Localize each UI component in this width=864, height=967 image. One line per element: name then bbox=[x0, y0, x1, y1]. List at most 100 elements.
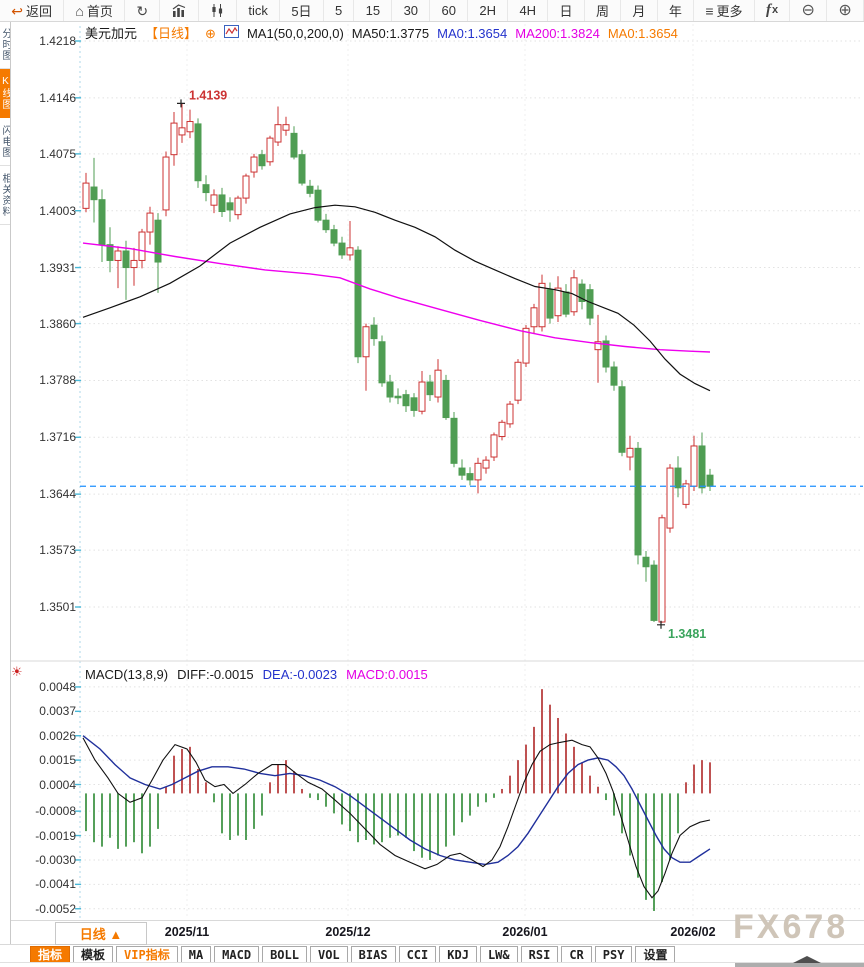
macd-axis-label: 0.0048 bbox=[39, 679, 76, 694]
left-sidebar: 分时图 K线图 闪电图 相关资料 bbox=[0, 21, 11, 944]
tab-ma[interactable]: MA bbox=[180, 946, 212, 963]
top-toolbar: ↩ 返回 ⌂ 首页 ↻ tick 5日 5 15 30 60 2H 4H 日周月年 ≡ 更多 f x ⊖ ⊕ bbox=[0, 0, 864, 22]
price-axis-label: 1.3501 bbox=[39, 599, 76, 614]
refresh-button[interactable]: ↻ bbox=[125, 0, 161, 21]
ma-settings: MA1(50,0,200,0) bbox=[246, 25, 344, 41]
macd-axis-label: -0.0052 bbox=[35, 901, 76, 916]
tab-template[interactable]: 模板 bbox=[73, 946, 114, 963]
watermark: FX678 bbox=[733, 908, 849, 946]
period-15-button[interactable]: 15 bbox=[354, 0, 393, 21]
macd-axis-label: -0.0008 bbox=[35, 804, 76, 819]
time-axis-label: 2025/11 bbox=[164, 925, 210, 939]
price-axis-label: 1.4218 bbox=[39, 34, 76, 48]
period-day-button[interactable]: 日 bbox=[548, 0, 585, 21]
tab-vol[interactable]: VOL bbox=[309, 946, 348, 963]
period-5d-button[interactable]: 5日 bbox=[280, 0, 324, 21]
time-axis-label: 2026/02 bbox=[670, 925, 716, 939]
period-2h-button-label: 2H bbox=[479, 3, 496, 18]
tick-period-button[interactable]: tick bbox=[237, 0, 281, 21]
price-axis-label: 1.3716 bbox=[39, 430, 76, 445]
time-axis-label: 2025/12 bbox=[325, 925, 371, 939]
period-2h-button[interactable]: 2H bbox=[468, 0, 509, 21]
indicator-tab-bar: 指标 模板 VIP指标 MA MACD BOLL VOL BIAS CCI KDJ LW& RSI CR… bbox=[0, 946, 864, 963]
price-axis-label: 1.3573 bbox=[39, 543, 76, 558]
price-axis-label: 1.4075 bbox=[39, 146, 76, 161]
ma200-value: MA200:1.3824 bbox=[515, 25, 600, 41]
macd-axis-label: -0.0030 bbox=[35, 852, 76, 867]
tab-macd[interactable]: MACD bbox=[214, 946, 260, 963]
chart-thumb-icon[interactable] bbox=[223, 25, 239, 41]
tab-psy[interactable]: PSY bbox=[594, 946, 633, 963]
macd-value: MACD:0.0015 bbox=[346, 667, 428, 682]
macd-axis-label: 0.0015 bbox=[39, 753, 76, 768]
zoom-out-button[interactable]: ⊖ bbox=[790, 0, 828, 21]
period-60-button[interactable]: 60 bbox=[430, 0, 469, 21]
scroll-up-triangle-icon[interactable] bbox=[793, 956, 821, 963]
diff-value: DIFF:-0.0015 bbox=[177, 667, 254, 682]
scrollbar-thumb[interactable] bbox=[735, 963, 864, 967]
price-axis-label: 1.3931 bbox=[39, 260, 76, 275]
period-4h-button[interactable]: 4H bbox=[508, 0, 549, 21]
tab-rsi[interactable]: RSI bbox=[520, 946, 559, 963]
period-month-button-label: 月 bbox=[632, 4, 646, 19]
period-5-button[interactable]: 5 bbox=[324, 0, 355, 21]
period-5d-button-label: 5日 bbox=[291, 4, 312, 19]
candlestick-icon bbox=[210, 4, 225, 17]
more-button-label: 更多 bbox=[716, 4, 743, 19]
bar-chart-icon bbox=[172, 4, 187, 17]
macd-axis-label: 0.0004 bbox=[39, 777, 76, 792]
macd-params: MACD(13,8,9) bbox=[85, 667, 169, 682]
line-chart-button[interactable] bbox=[160, 0, 199, 21]
period-year-button[interactable]: 年 bbox=[658, 0, 695, 21]
ma0-orange-value: MA0:1.3654 bbox=[607, 25, 678, 41]
period-30-button[interactable]: 30 bbox=[392, 0, 431, 21]
indicator-settings-icon[interactable]: ☀ bbox=[11, 664, 23, 679]
period-month-button[interactable]: 月 bbox=[621, 0, 658, 21]
period-label: 【日线】 bbox=[145, 25, 198, 41]
candlestick-button[interactable] bbox=[199, 0, 238, 21]
tab-bias[interactable]: BIAS bbox=[350, 946, 396, 963]
period-week-button-label: 周 bbox=[595, 4, 609, 19]
zoom-out-icon: ⊖ bbox=[801, 1, 815, 19]
time-axis-label: 2026/01 bbox=[502, 925, 548, 939]
menu-icon: ≡ bbox=[705, 2, 714, 19]
tab-vip-indicator[interactable]: VIP指标 bbox=[116, 946, 178, 963]
period-badge[interactable]: 日线 ▲ bbox=[55, 922, 147, 945]
tab-settings[interactable]: 设置 bbox=[635, 946, 676, 963]
zoom-in-icon: ⊕ bbox=[838, 1, 852, 19]
refresh-icon: ↻ bbox=[136, 2, 149, 19]
home-button[interactable]: ⌂ 首页 bbox=[64, 0, 126, 21]
tick-period-button-label: tick bbox=[248, 3, 268, 18]
tab-indicator[interactable]: 指标 bbox=[30, 946, 71, 963]
price-axis-label: 1.4003 bbox=[39, 203, 76, 218]
ma0-blue-value: MA0:1.3654 bbox=[437, 25, 508, 41]
tab-cr[interactable]: CR bbox=[561, 946, 592, 963]
price-axis-label: 1.3644 bbox=[39, 487, 76, 502]
more-button[interactable]: ≡ 更多 bbox=[694, 0, 755, 21]
zoom-in-button[interactable]: ⊕ bbox=[827, 0, 864, 21]
home-button-label: 首页 bbox=[86, 4, 113, 19]
tab-cci[interactable]: CCI bbox=[398, 946, 437, 963]
back-button[interactable]: ↩ 返回 bbox=[0, 0, 65, 21]
tab-boll[interactable]: BOLL bbox=[262, 946, 307, 963]
home-icon: ⌂ bbox=[75, 2, 84, 19]
tab-kdj[interactable]: KDJ bbox=[439, 946, 477, 963]
sidebar-tab-4[interactable]: 相关资料 bbox=[0, 166, 10, 225]
period-week-button[interactable]: 周 bbox=[585, 0, 622, 21]
sidebar-tab-1[interactable]: 分时图 bbox=[0, 21, 10, 69]
price-axis-label: 1.4146 bbox=[39, 90, 76, 105]
sidebar-tab-2[interactable]: K线图 bbox=[0, 69, 10, 118]
tab-lw[interactable]: LW& bbox=[479, 946, 518, 963]
back-button-label: 返回 bbox=[25, 4, 52, 19]
svg-text:1.3481: 1.3481 bbox=[668, 627, 706, 641]
sidebar-tab-3[interactable]: 闪电图 bbox=[0, 118, 10, 166]
svg-text:1.4139: 1.4139 bbox=[189, 88, 227, 102]
period-15-button-label: 15 bbox=[365, 3, 381, 18]
macd-axis-label: 0.0037 bbox=[39, 704, 76, 719]
add-indicator-icon[interactable]: ⊕ bbox=[205, 25, 216, 41]
macd-axis-label: -0.0019 bbox=[35, 828, 76, 843]
